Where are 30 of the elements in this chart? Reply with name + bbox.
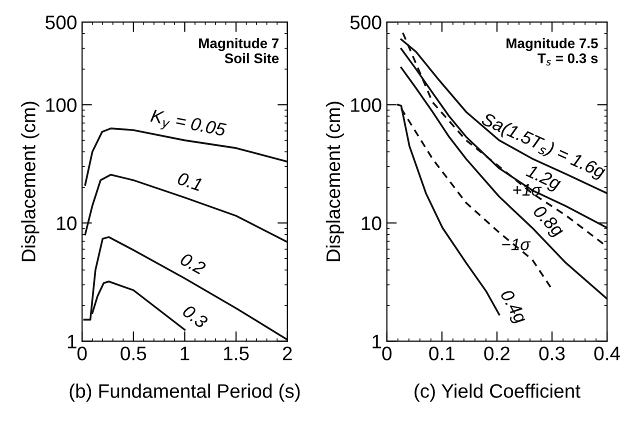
x-tick-label: 0.4 [594,346,620,360]
y-tick-label: 500 [350,16,382,30]
x-tick-label: 0 [77,346,87,360]
x-axis-title: (b) Fundamental Period (s) [70,384,300,402]
y-tick-label: 1 [68,334,76,348]
y-tick-label: 10 [57,216,76,230]
x-tick-label: 1.5 [224,346,249,360]
annotation: −1σ [502,238,531,250]
y-tick-label: 500 [46,16,76,30]
x-tick-label: 0.5 [120,346,146,360]
x-axis-title: (c) Yield Coefficient [414,384,580,402]
annotation: Magnitude 7 Soil Site [199,38,279,64]
x-tick-label: 0 [382,346,392,360]
annotation: Magnitude 7.5 T$_{s}$ = 0.3 s [506,38,598,66]
y-tick-label: 100 [46,98,76,112]
text: 0.2 [179,252,207,276]
x-tick-label: 0.1 [429,346,454,360]
text: K$_{y}$ = 0.05 [149,109,227,142]
y-tick-label: 100 [351,98,382,112]
x-tick-label: 0.2 [484,346,510,360]
x-tick-label: 0.3 [539,346,565,360]
text: 0.1 [176,172,203,192]
text: 0.4g [496,288,528,326]
y-tick-label: 10 [362,216,382,230]
x-tick-label: 1 [180,346,190,360]
y-axis-title: Displacement (cm) [21,102,40,262]
y-axis-title: Displacement (cm) [326,102,344,262]
y-tick-label: 1 [372,334,382,348]
x-tick-label: 2 [282,346,292,360]
text: 0.3 [182,304,209,330]
